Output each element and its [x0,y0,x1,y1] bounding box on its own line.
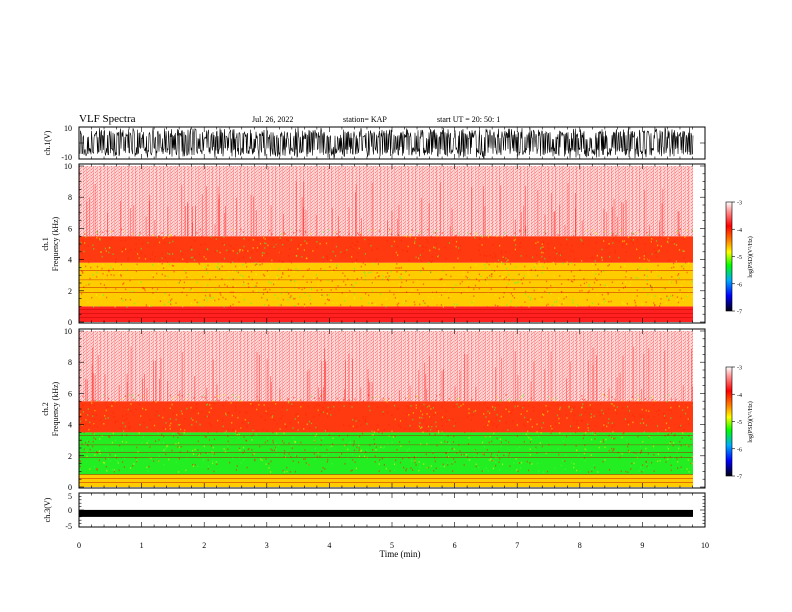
ch1-ytick-top: 10 [64,124,72,133]
colorbar-tick-label: -6 [737,447,742,453]
y-tick-label: 2 [68,452,72,461]
ch1-freq-ylabel: Frequency (kHz) [51,216,60,271]
y-tick-label: 8 [68,193,72,202]
figure-title: VLF Spectra [79,113,136,125]
x-tick-label: 7 [515,541,519,550]
y-tick-label: 6 [68,224,72,233]
station-label: station= KAP [343,115,387,124]
ch3-ytick-top: 5 [68,492,72,501]
start-time-label: start UT = 20: 50: 1 [437,115,500,124]
x-tick-label: 10 [701,541,709,550]
date-label: Jul. 26, 2022 [252,115,293,124]
spectrogram-band [79,432,693,475]
ch1-ylabel: ch.1(V) [43,130,52,155]
ch3-ylabel: ch.3(V) [43,497,52,522]
ch2-freq-ylabel: Frequency (kHz) [51,381,60,436]
ch2-spectrogram-image [79,331,693,487]
x-axis-tick-labels: 0 1 2 3 4 5 6 7 8 9 10 [77,541,709,550]
colorbar-tick-label: -7 [737,475,742,481]
ch1-waveform-line [79,127,694,159]
colorbar-tick-label: -5 [737,255,742,261]
x-tick-label: 0 [77,541,81,550]
x-tick-label: 5 [390,541,394,550]
ch1-spectrogram-panel: 0 2 4 6 8 10 ch.1 Frequency (kHz) [41,162,706,327]
colorbar-tick-label: -7 [737,310,742,316]
colorbar-tick-label: -4 [737,228,742,234]
ch1-channel-label: ch.1 [41,237,50,251]
x-tick-label: 6 [453,541,457,550]
x-tick-label: 2 [202,541,206,550]
y-tick-label: 8 [68,358,72,367]
colorbar-tick-label: -4 [737,393,742,399]
y-tick-label: 0 [68,318,72,327]
colorbar-tick-label: -5 [737,420,742,426]
ch3-waveform-panel: 5 0 -5 ch.3(V) [43,492,706,531]
colorbar-tick-label: -6 [737,282,742,288]
x-tick-label: 8 [578,541,582,550]
ch2-spectrogram-panel: 0 2 4 6 8 10 ch.2 Frequency (kHz) [41,327,706,492]
y-tick-label: 6 [68,389,72,398]
y-tick-label: 4 [68,256,72,265]
ch1-ytick-bottom: -10 [61,153,72,162]
x-tick-label: 1 [140,541,144,550]
y-tick-label: 10 [64,327,72,336]
colorbar-1: -3 -4 -5 -6 -7 log(PSD)(V²/Hz) [725,201,754,316]
ch1-waveform-panel: 10 -10 ch.1(V) [43,124,706,162]
colorbar-1-label: log(PSD)(V²/Hz) [747,236,754,277]
y-tick-label: 2 [68,287,72,296]
spectrogram-band [79,306,693,322]
colorbar-tick-label: -3 [737,366,742,372]
y-tick-label: 0 [68,483,72,492]
ch3-waveform-band [79,509,693,517]
ch2-channel-label: ch.2 [41,402,50,416]
y-tick-label: 4 [68,421,72,430]
colorbar-tick-label: -3 [737,201,742,207]
ch1-spectrogram-image [79,166,693,322]
spectrogram-band [79,474,693,487]
ch3-ytick-bottom: -5 [65,522,72,531]
colorbar-2: -3 -4 -5 -6 -7 log(PSD)(V²/Hz) [725,366,754,481]
x-tick-label: 3 [265,541,269,550]
x-tick-label: 4 [327,541,331,550]
y-tick-label: 10 [64,162,72,171]
x-tick-label: 9 [640,541,644,550]
spectrogram-band [79,236,693,263]
x-axis-label: Time (min) [380,549,421,559]
ch3-ytick-mid: 0 [68,506,72,515]
colorbar-2-label: log(PSD)(V²/Hz) [747,401,754,442]
